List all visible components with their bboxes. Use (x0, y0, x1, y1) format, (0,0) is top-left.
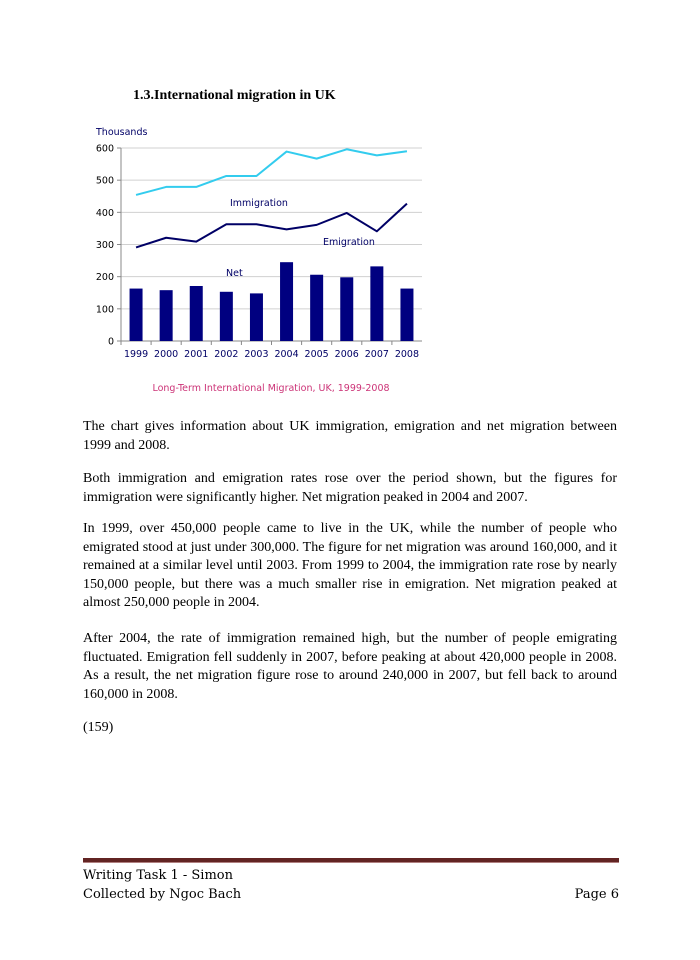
immigration-line (135, 148, 408, 196)
net-bar (310, 274, 324, 341)
y-tick-label: 400 (96, 208, 114, 219)
footer-author: Collected by Ngoc Bach (83, 887, 242, 902)
y-tick-label: 300 (96, 240, 114, 251)
paragraph-intro: The chart gives information about UK imm… (83, 419, 617, 453)
y-tick-label: 100 (96, 304, 114, 315)
immigration-series-label: Immigration (230, 198, 288, 209)
net-bar (159, 290, 173, 341)
x-tick-label: 2008 (395, 349, 419, 360)
page-number: Page 6 (574, 887, 619, 902)
footer-divider (83, 858, 619, 863)
net-bar (129, 288, 143, 341)
net-bar (340, 277, 354, 341)
x-tick-label: 1999 (124, 349, 148, 360)
paragraph-details-2: After 2004, the rate of immigration rema… (83, 631, 617, 702)
net-bar (370, 266, 384, 341)
paragraph-overview: Both immigration and emigration rates ro… (83, 471, 617, 505)
net-series-label: Net (226, 268, 243, 279)
paragraph-details-1: In 1999, over 450,000 people came to liv… (83, 521, 617, 610)
section-title: 1.3.International migration in UK (133, 88, 336, 103)
x-tick-label: 2004 (274, 349, 298, 360)
net-bar (219, 291, 233, 341)
migration-chart: Thousands 0 100 200 300 400 500 600 1999 2000 200… (95, 127, 422, 394)
x-tick-label: 2007 (365, 349, 389, 360)
x-tick-label: 2006 (335, 349, 359, 360)
x-tick-label: 2000 (154, 349, 178, 360)
y-tick-label: 500 (96, 176, 114, 187)
net-bar (189, 285, 203, 341)
y-tick-label: 200 (96, 272, 114, 283)
emigration-series-label: Emigration (323, 237, 375, 248)
x-tick-label: 2005 (305, 349, 329, 360)
net-bar (400, 288, 414, 341)
word-count: (159) (83, 720, 114, 735)
x-tick-label: 2001 (184, 349, 208, 360)
y-tick-label: 600 (96, 144, 114, 155)
net-bar (280, 262, 294, 341)
x-tick-label: 2002 (214, 349, 238, 360)
footer: Writing Task 1 - Simon Collected by Ngoc… (83, 866, 619, 904)
footer-title: Writing Task 1 - Simon (83, 868, 233, 883)
emigration-line (135, 202, 408, 249)
y-axis-label: Thousands (95, 127, 147, 138)
chart-caption: Long-Term International Migration, UK, 1… (152, 383, 389, 394)
y-tick-label: 0 (108, 337, 114, 348)
net-bar (249, 293, 263, 341)
x-tick-label: 2003 (244, 349, 268, 360)
